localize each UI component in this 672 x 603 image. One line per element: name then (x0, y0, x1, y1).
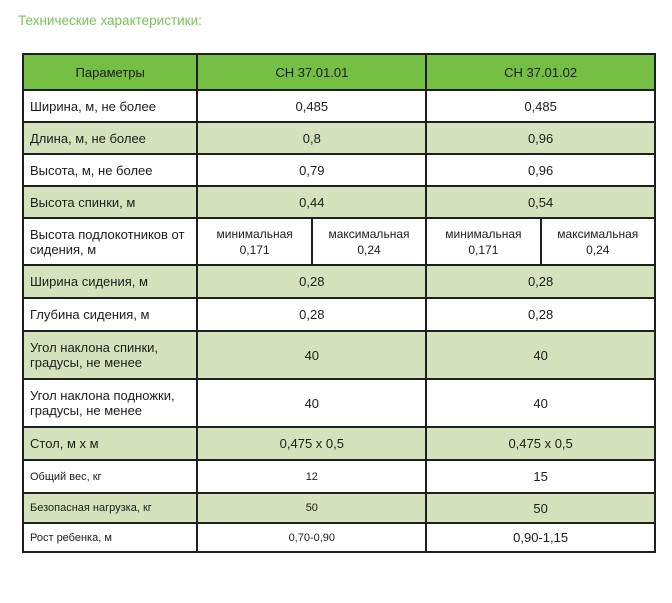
row-value: 0,90-1,15 (425, 522, 656, 553)
row-label: Рост ребенка, м (21, 522, 199, 553)
row-value: 0,96 (425, 121, 656, 155)
table-row: Длина, м, не более 0,8 0,96 (21, 121, 656, 155)
table-row: Безопасная нагрузка, кг 50 50 (21, 492, 656, 524)
row-label: Угол наклона подножки, градусы, не менее (21, 378, 199, 428)
row-subcell: максимальная 0,24 (539, 217, 657, 266)
table-header-row: Параметры СН 37.01.01 СН 37.01.02 (21, 53, 656, 91)
subcell-value: 0,24 (586, 242, 610, 257)
subcell-label: минимальная (216, 226, 293, 241)
specs-table: Параметры СН 37.01.01 СН 37.01.02 Ширина… (21, 53, 657, 553)
table-row: Высота, м, не более 0,79 0,96 (21, 153, 656, 187)
row-value: 0,28 (196, 297, 428, 332)
table-row: Стол, м х м 0,475 x 0,5 0,475 x 0,5 (21, 426, 656, 461)
table-row-armrest-height: Высота подлокотников от сидения, м миним… (21, 217, 657, 266)
row-subcell: минимальная 0,171 (425, 217, 542, 266)
table-row: Глубина сидения, м 0,28 0,28 (21, 297, 656, 332)
table-row: Угол наклона спинки, градусы, не менее 4… (21, 330, 656, 380)
column-header-model-2: СН 37.01.02 (425, 53, 656, 91)
row-label: Ширина сидения, м (21, 264, 199, 299)
row-value: 40 (425, 330, 656, 380)
row-value: 0,70-0,90 (196, 522, 428, 553)
row-value: 0,79 (196, 153, 428, 187)
column-header-parameters: Параметры (21, 53, 199, 91)
table-row: Рост ребенка, м 0,70-0,90 0,90-1,15 (21, 522, 656, 553)
table-row: Угол наклона подножки, градусы, не менее… (21, 378, 656, 428)
row-value: 0,28 (425, 264, 656, 299)
subcell-label: минимальная (445, 226, 522, 241)
row-value: 50 (196, 492, 428, 524)
row-label: Глубина сидения, м (21, 297, 199, 332)
subcell-value: 0,171 (468, 242, 499, 257)
row-value: 12 (196, 459, 428, 494)
row-value: 15 (425, 459, 656, 494)
row-value: 0,485 (196, 89, 428, 123)
row-label: Безопасная нагрузка, кг (21, 492, 199, 524)
row-label: Стол, м х м (21, 426, 199, 461)
subcell-value: 0,24 (357, 242, 381, 257)
row-value: 0,8 (196, 121, 428, 155)
row-label: Ширина, м, не более (21, 89, 199, 123)
row-subcell: минимальная 0,171 (196, 217, 313, 266)
table-row: Ширина сидения, м 0,28 0,28 (21, 264, 656, 299)
row-value: 40 (196, 330, 428, 380)
table-row: Высота спинки, м 0,44 0,54 (21, 185, 656, 219)
row-label: Высота подлокотников от сидения, м (21, 217, 199, 266)
subcell-label: максимальная (328, 226, 410, 241)
row-value: 50 (425, 492, 656, 524)
row-label: Высота спинки, м (21, 185, 199, 219)
row-value: 0,485 (425, 89, 656, 123)
row-label: Угол наклона спинки, градусы, не менее (21, 330, 199, 380)
column-header-model-1: СН 37.01.01 (196, 53, 428, 91)
row-value: 0,96 (425, 153, 656, 187)
row-subcell: максимальная 0,24 (310, 217, 428, 266)
table-row: Ширина, м, не более 0,485 0,485 (21, 89, 656, 123)
row-value: 40 (196, 378, 428, 428)
row-value: 0,44 (196, 185, 428, 219)
subcell-value: 0,171 (239, 242, 270, 257)
row-label: Длина, м, не более (21, 121, 199, 155)
row-value: 0,54 (425, 185, 656, 219)
row-value: 40 (425, 378, 656, 428)
row-value: 0,28 (196, 264, 428, 299)
row-label: Общий вес, кг (21, 459, 199, 494)
row-value: 0,28 (425, 297, 656, 332)
row-value: 0,475 x 0,5 (196, 426, 428, 461)
row-label: Высота, м, не более (21, 153, 199, 187)
subcell-label: максимальная (557, 226, 639, 241)
page-title: Технические характеристики: (18, 13, 202, 28)
table-row: Общий вес, кг 12 15 (21, 459, 656, 494)
row-value: 0,475 x 0,5 (425, 426, 656, 461)
